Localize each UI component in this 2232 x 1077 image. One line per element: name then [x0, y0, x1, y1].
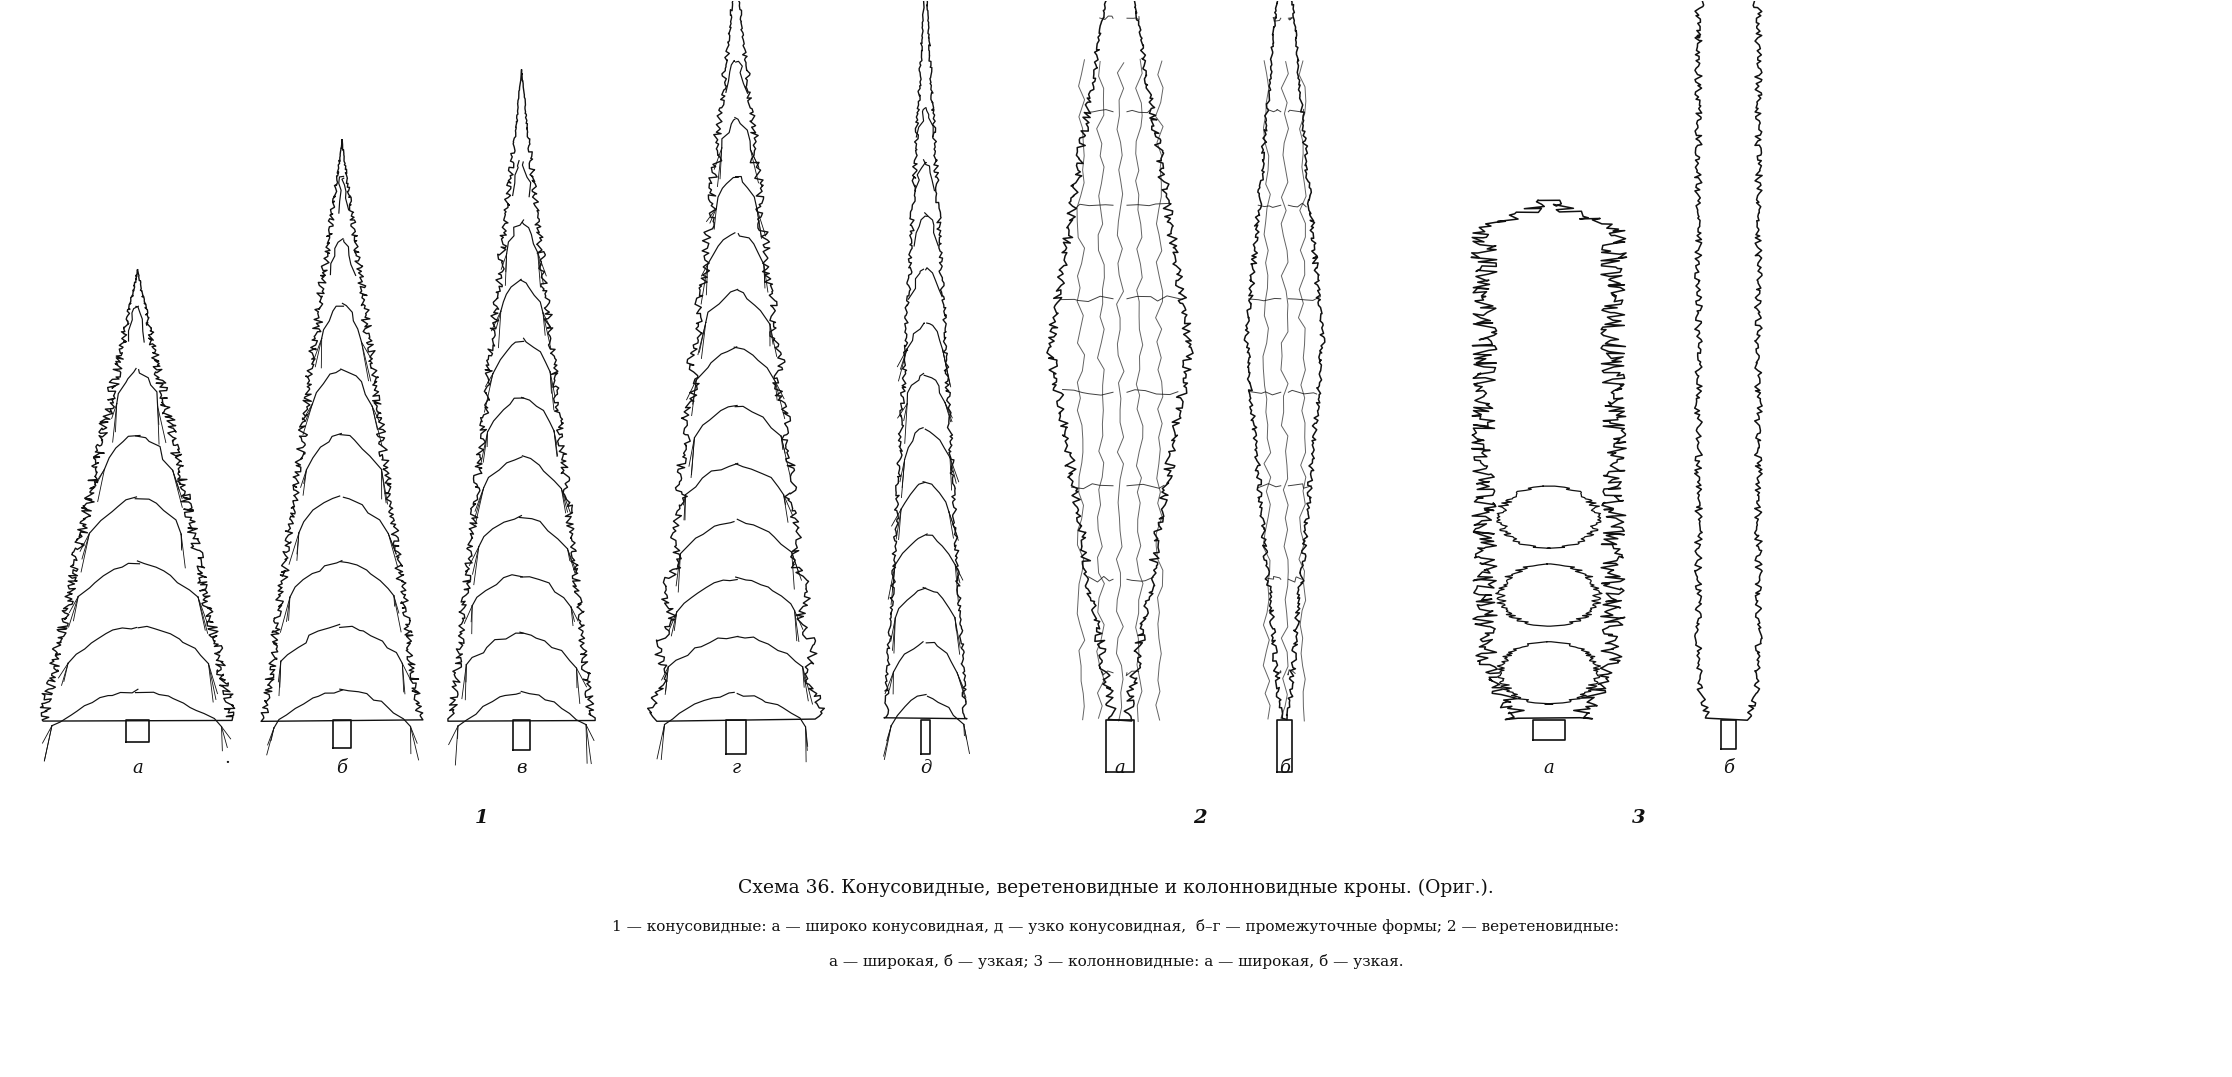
Text: б: б — [1279, 759, 1290, 778]
Polygon shape — [1495, 564, 1603, 626]
Polygon shape — [333, 719, 350, 747]
Text: 3: 3 — [1632, 809, 1645, 827]
Text: 1 — конусовидные: а — широко конусовидная, д — узко конусовидная,  б–г — промежу: 1 — конусовидные: а — широко конусовидна… — [612, 919, 1620, 934]
Text: б: б — [1723, 759, 1734, 778]
Polygon shape — [261, 140, 422, 722]
Polygon shape — [884, 0, 966, 718]
Polygon shape — [725, 719, 745, 755]
Polygon shape — [1694, 0, 1761, 721]
Polygon shape — [513, 719, 529, 751]
Text: 2: 2 — [1192, 809, 1208, 827]
Text: 1: 1 — [475, 809, 489, 827]
Text: б: б — [337, 759, 348, 778]
Polygon shape — [1245, 0, 1326, 719]
Polygon shape — [1107, 719, 1134, 772]
Text: г: г — [732, 759, 741, 778]
Polygon shape — [449, 70, 596, 722]
Text: а — широкая, б — узкая; 3 — колонновидные: а — широкая, б — узкая.: а — широкая, б — узкая; 3 — колонновидны… — [828, 954, 1404, 969]
Text: а: а — [1545, 759, 1553, 778]
Polygon shape — [1471, 200, 1627, 719]
Polygon shape — [1721, 719, 1736, 750]
Polygon shape — [127, 719, 150, 742]
Polygon shape — [1498, 642, 1600, 704]
Text: а: а — [132, 759, 143, 778]
Polygon shape — [1047, 0, 1194, 721]
Polygon shape — [1498, 486, 1600, 548]
Text: Схема 36. Конусовидные, веретеновидные и колонновидные кроны. (Ориг.).: Схема 36. Конусовидные, веретеновидные и… — [739, 879, 1493, 897]
Polygon shape — [647, 0, 824, 722]
Polygon shape — [1277, 719, 1292, 772]
Text: а: а — [1114, 759, 1125, 778]
Polygon shape — [40, 270, 234, 722]
Text: в: в — [516, 759, 527, 778]
Polygon shape — [1533, 719, 1565, 740]
Polygon shape — [920, 719, 931, 755]
Text: д: д — [920, 759, 931, 778]
Text: .: . — [225, 750, 230, 768]
